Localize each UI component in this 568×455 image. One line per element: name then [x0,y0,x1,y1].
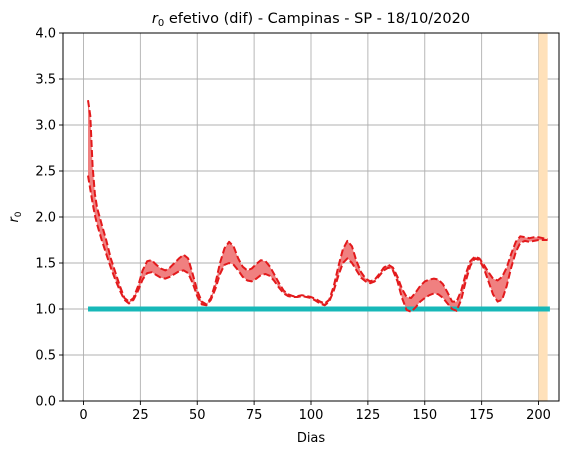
y-tick-label: 0.5 [35,349,56,364]
confidence-band [88,100,548,312]
x-tick-label: 125 [355,408,380,423]
x-axis-ticks: 0 25 50 75 100 125 150 175 200 [79,401,551,423]
y-tick-label: 4.0 [35,27,56,42]
x-tick-label: 25 [132,408,149,423]
chart-title: r0 efetivo (dif) - Campinas - SP - 18/10… [152,11,470,29]
y-tick-label: 0.0 [35,395,56,410]
y-axis-label: r0 [7,211,24,222]
y-tick-label: 3.5 [35,73,56,88]
y-tick-label: 3.0 [35,119,56,134]
x-tick-label: 200 [526,408,551,423]
series-line-lower [87,175,548,313]
x-tick-label: 0 [79,408,87,423]
y-tick-label: 2.5 [35,165,56,180]
highlight-span-layer [538,33,548,401]
series-line-upper [87,100,548,306]
x-tick-label: 75 [246,408,263,423]
y-tick-label: 2.0 [35,211,56,226]
series-lines-layer [87,100,548,313]
band-layer [88,100,548,312]
x-tick-label: 150 [412,408,437,423]
y-tick-label: 1.5 [35,257,56,272]
y-tick-label: 1.0 [35,303,56,318]
x-tick-label: 100 [299,408,324,423]
x-tick-label: 175 [469,408,494,423]
x-axis-label: Dias [297,431,326,446]
highlight-span [538,33,548,401]
y-axis-ticks: 0.0 0.5 1.0 1.5 2.0 2.5 3.0 3.5 4.0 [35,27,63,410]
x-tick-label: 50 [189,408,206,423]
